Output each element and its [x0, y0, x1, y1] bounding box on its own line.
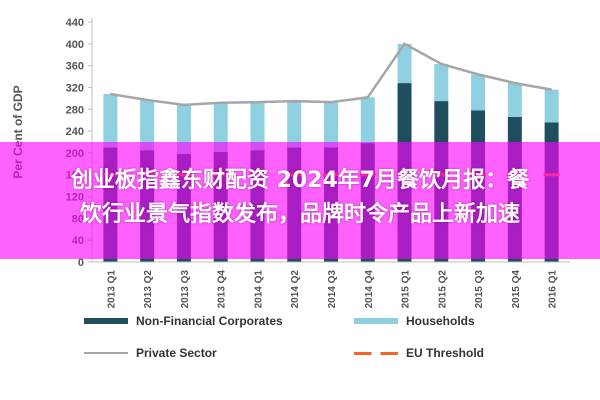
bar-households [250, 102, 265, 151]
legend-swatch-private-sector [84, 352, 128, 354]
y-tick-label: 320 [66, 82, 84, 94]
x-tick-label: 2015 Q1 [401, 270, 412, 309]
bar-households [397, 43, 412, 84]
y-tick-label: 400 [66, 39, 84, 51]
x-tick-label: 2015 Q2 [437, 270, 448, 309]
y-tick-label: 0 [78, 257, 84, 269]
bar-households [287, 101, 302, 148]
legend: Non-Financial Corporates Households Priv… [84, 308, 554, 368]
bar-households [103, 94, 118, 148]
x-tick-label: 2013 Q1 [106, 270, 117, 309]
legend-swatch-non-financial [84, 318, 128, 324]
overlay-headline: 创业板指鑫东财配资 2024年7月餐饮月报：餐 饮行业景气指数发布，品牌时令产品… [0, 164, 600, 232]
legend-item-private-sector: Private Sector [84, 346, 217, 360]
bar-households [213, 102, 228, 152]
x-tick-label: 2013 Q2 [143, 270, 154, 309]
legend-item-eu-threshold: EU Threshold [354, 346, 484, 360]
y-tick-label: 240 [66, 126, 84, 138]
x-tick-label: 2013 Q3 [180, 270, 191, 309]
y-tick-label: 360 [66, 61, 84, 73]
bar-households [434, 64, 449, 102]
bar-households [544, 89, 559, 123]
legend-label-households: Households [406, 314, 475, 328]
x-tick-label: 2015 Q4 [511, 270, 522, 309]
bar-households [176, 104, 191, 154]
x-tick-label: 2015 Q3 [474, 270, 485, 309]
x-tick-label: 2014 Q1 [253, 270, 264, 309]
overlay-line-1: 创业板指鑫东财配资 2024年7月餐饮月报：餐 [70, 168, 530, 193]
bar-households [140, 100, 155, 151]
legend-item-non-financial: Non-Financial Corporates [84, 314, 283, 328]
x-tick-label: 2014 Q4 [364, 270, 375, 309]
y-tick-label: 440 [66, 17, 84, 29]
x-tick-label: 2014 Q3 [327, 270, 338, 309]
overlay-line-2: 饮行业景气指数发布，品牌时令产品上新加速 [79, 202, 520, 227]
legend-label-non-financial: Non-Financial Corporates [136, 314, 283, 328]
x-tick-label: 2016 Q1 [548, 270, 559, 309]
line-private-sector [110, 42, 552, 107]
y-tick-label: 280 [66, 104, 84, 116]
legend-item-households: Households [354, 314, 475, 328]
bar-households [507, 83, 522, 117]
x-tick-label: 2013 Q4 [217, 270, 228, 309]
legend-swatch-eu-threshold [354, 351, 398, 355]
legend-label-private-sector: Private Sector [136, 346, 217, 360]
bar-households [324, 102, 338, 148]
bar-households [360, 97, 375, 144]
x-axis: 2013 Q1 2013 Q2 2013 Q3 2013 Q4 2014 Q1 2014 … [92, 261, 570, 309]
x-tick-label: 2014 Q2 [290, 270, 301, 309]
overlay-banner [0, 142, 600, 259]
legend-swatch-households [354, 318, 398, 324]
legend-label-eu-threshold: EU Threshold [406, 346, 485, 360]
bar-households [471, 74, 486, 111]
